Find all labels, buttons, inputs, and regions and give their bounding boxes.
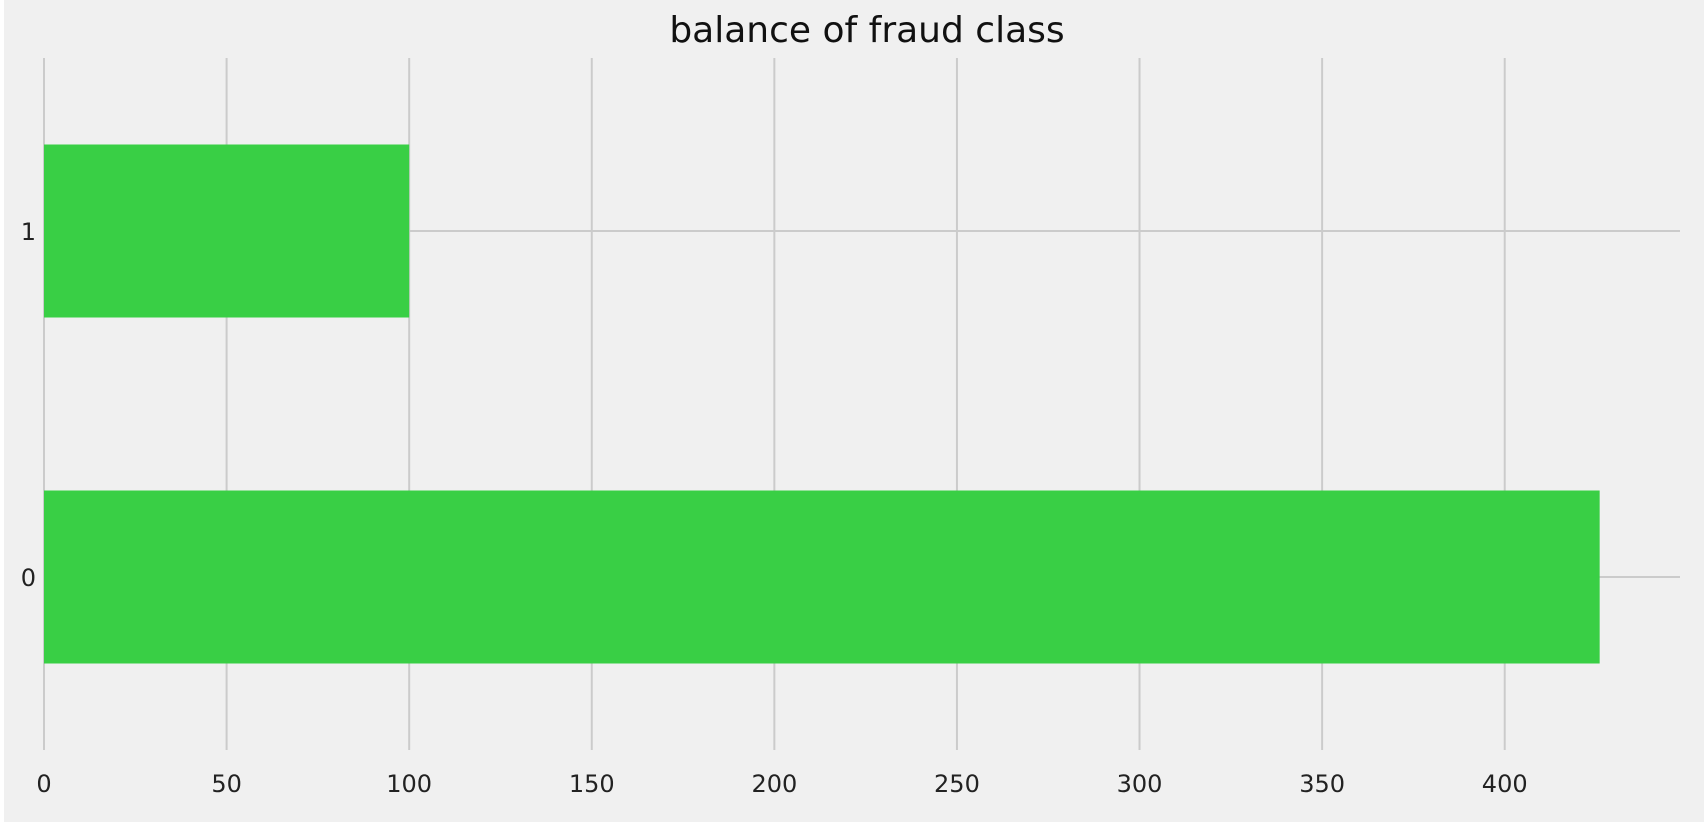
tick-layer: 0 50 100 150 200 250 300 350 400 1 0 [21, 218, 1528, 798]
x-tick-label: 350 [1299, 770, 1345, 798]
x-tick-label: 300 [1117, 770, 1163, 798]
bar-0 [44, 490, 1600, 664]
x-tick-label: 50 [211, 770, 242, 798]
bar-layer [44, 144, 1600, 664]
y-tick-label: 1 [21, 218, 36, 246]
x-tick-label: 250 [934, 770, 980, 798]
x-tick-label: 150 [569, 770, 615, 798]
x-tick-label: 100 [386, 770, 432, 798]
bar-1 [44, 144, 410, 318]
chart-title: balance of fraud class [669, 10, 1064, 51]
x-tick-label: 200 [751, 770, 797, 798]
x-tick-label: 400 [1482, 770, 1528, 798]
x-tick-label: 0 [36, 770, 51, 798]
figure-background [4, 0, 1704, 822]
y-tick-label: 0 [21, 564, 36, 592]
